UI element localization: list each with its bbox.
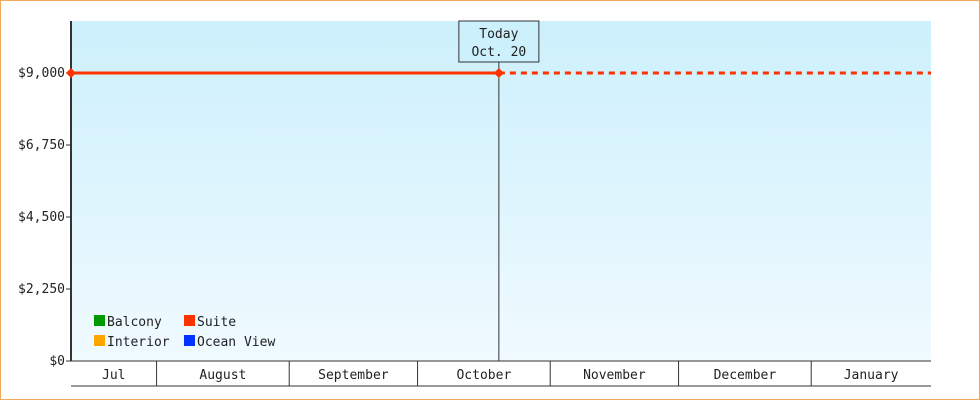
x-tick-label: November: [583, 368, 646, 383]
x-tick-label: August: [199, 368, 246, 383]
data-point: [66, 68, 76, 78]
today-marker: Today Oct. 20: [458, 20, 540, 63]
x-tick-label: September: [318, 368, 389, 383]
y-tick-label: $4,500: [18, 210, 65, 225]
legend-swatch: [184, 335, 195, 346]
legend-swatch: [94, 335, 105, 346]
legend-swatch: [94, 315, 105, 326]
today-label: Today: [479, 27, 518, 42]
legend-label: Balcony: [107, 315, 162, 330]
legend-label: Suite: [197, 315, 236, 330]
today-date: Oct. 20: [471, 45, 526, 60]
x-tick-label: January: [844, 368, 899, 383]
legend-label: Ocean View: [197, 335, 275, 350]
x-tick-label: October: [456, 368, 511, 383]
x-tick-label: Jul: [102, 368, 125, 383]
today-label-box: [458, 20, 540, 63]
y-tick-label: $0: [49, 354, 65, 369]
y-tick-label: $6,750: [18, 138, 65, 153]
x-tick-label: December: [714, 368, 777, 383]
y-tick-label: $9,000: [18, 66, 65, 81]
legend-label: Interior: [107, 335, 170, 350]
y-tick-label: $2,250: [18, 282, 65, 297]
legend-swatch: [184, 315, 195, 326]
plot-area: [71, 21, 931, 361]
data-point: [493, 68, 504, 78]
